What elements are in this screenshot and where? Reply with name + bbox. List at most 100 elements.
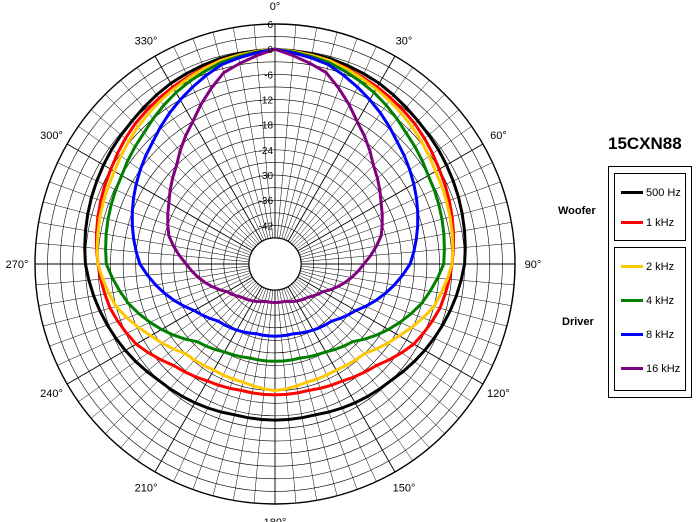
radial-tick-label: -36 xyxy=(259,196,274,207)
grid-spoke xyxy=(212,289,269,496)
legend-item-16khz: 16 kHz xyxy=(621,362,687,376)
grid-spoke xyxy=(300,270,507,327)
grid-spoke xyxy=(277,24,297,239)
grid-spoke xyxy=(49,181,251,256)
center-disc xyxy=(248,237,302,291)
legend-item-4khz: 4 kHz xyxy=(621,294,687,308)
grid-spoke xyxy=(298,162,493,254)
polar-labels: 0° 30° 60° 90° 120° 150° 180° 210° 240° 270° 300° 3… xyxy=(6,1,542,522)
grid-spoke xyxy=(277,289,297,504)
legend-swatch-16khz xyxy=(621,367,643,370)
series-curve-2khz xyxy=(95,47,455,393)
grid-spoke xyxy=(300,268,512,306)
radial-tick-label: -6 xyxy=(264,70,273,81)
grid-spoke xyxy=(66,276,253,385)
grid-spoke xyxy=(66,143,253,252)
legend-group-driver: 2 kHz 4 kHz 8 kHz 16 kHz xyxy=(614,247,686,391)
legend-swatch-8khz xyxy=(621,333,643,336)
angle-label: 330° xyxy=(135,36,158,48)
grid-spoke xyxy=(289,67,413,243)
grid-spoke xyxy=(293,282,445,434)
legend-group-woofer: 500 Hz 1 kHz xyxy=(614,173,686,241)
angle-label: 150° xyxy=(393,482,416,494)
grid-spoke xyxy=(35,266,250,286)
radial-tick-label: -24 xyxy=(259,146,274,157)
legend-label-16khz: 16 kHz xyxy=(646,363,681,375)
angle-label: 30° xyxy=(396,36,413,48)
legend-item-1khz: 1 kHz xyxy=(621,216,687,230)
grid-spoke xyxy=(105,94,257,246)
grid-spoke xyxy=(296,278,472,402)
series-curve-4khz xyxy=(104,47,446,363)
angle-label: 120° xyxy=(487,388,510,400)
grid-spoke xyxy=(137,67,261,243)
grid-spoke xyxy=(300,201,507,258)
grid-spoke xyxy=(137,285,261,461)
series-curve-1khz xyxy=(95,47,455,397)
radial-tick-label: -30 xyxy=(259,171,274,182)
legend-swatch-4khz xyxy=(621,299,643,302)
radial-tick-label: -12 xyxy=(259,96,274,107)
grid-spoke xyxy=(105,282,257,434)
legend-item-2khz: 2 kHz xyxy=(621,260,687,274)
grid-spoke xyxy=(300,266,515,286)
angle-label: 90° xyxy=(525,259,542,271)
legend-group-label-driver: Driver xyxy=(562,316,594,328)
legend: 500 Hz 1 kHz 2 kHz 4 kHz 8 kHz 16 kHz xyxy=(608,166,692,398)
legend-label-500hz: 500 Hz xyxy=(646,187,681,199)
grid-spoke xyxy=(38,268,250,306)
grid-spoke xyxy=(78,126,254,250)
angle-label: 180° xyxy=(264,517,287,522)
angle-label: 240° xyxy=(40,388,63,400)
grid-spoke xyxy=(38,222,250,260)
angle-label: 300° xyxy=(40,130,63,142)
legend-label-2khz: 2 kHz xyxy=(646,261,675,273)
legend-item-500hz: 500 Hz xyxy=(621,186,687,200)
grid-spoke xyxy=(300,242,515,262)
polar-chart: 0° 30° 60° 90° 120° 150° 180° 210° 240° 270° 300° 3… xyxy=(6,1,542,522)
polar-grid xyxy=(34,23,516,505)
grid-spoke xyxy=(43,201,250,258)
grid-spoke xyxy=(281,289,338,496)
grid-spoke xyxy=(289,285,413,461)
grid-spoke xyxy=(212,32,269,239)
grid-spoke xyxy=(297,143,484,252)
angle-label: 210° xyxy=(135,482,158,494)
legend-label-1khz: 1 kHz xyxy=(646,217,675,229)
grid-spoke xyxy=(299,272,501,347)
polar-curves xyxy=(83,47,467,422)
legend-group-label-woofer: Woofer xyxy=(558,205,596,217)
legend-label-4khz: 4 kHz xyxy=(646,295,675,307)
grid-spoke xyxy=(57,162,252,254)
grid-spoke xyxy=(120,283,259,449)
radial-tick-label: -42 xyxy=(259,221,274,232)
radial-tick-label: -18 xyxy=(259,121,274,132)
angle-label: 270° xyxy=(6,259,29,271)
grid-spoke xyxy=(49,272,251,347)
chart-title: 15CXN88 xyxy=(608,134,682,153)
series-curve-500hz xyxy=(83,47,467,422)
angle-label: 0° xyxy=(270,1,281,13)
grid-spoke xyxy=(279,289,317,501)
radial-tick-label: 6 xyxy=(267,20,273,31)
grid-spoke xyxy=(293,94,445,246)
grid-spoke xyxy=(291,283,430,449)
grid-spoke xyxy=(233,289,271,501)
series-curve-8khz xyxy=(130,47,420,338)
grid-spoke xyxy=(154,286,263,473)
legend-swatch-1khz xyxy=(621,221,643,224)
grid-spoke xyxy=(299,181,501,256)
legend-swatch-2khz xyxy=(621,265,643,268)
grid-spoke xyxy=(43,270,250,327)
grid-spoke xyxy=(287,286,396,473)
grid-spoke xyxy=(35,242,250,262)
grid-spoke xyxy=(297,276,484,385)
grid-spoke xyxy=(296,126,472,250)
angle-label: 60° xyxy=(490,130,507,142)
legend-item-8khz: 8 kHz xyxy=(621,328,687,342)
series-curve-16khz xyxy=(166,47,384,305)
grid-spoke xyxy=(300,222,512,260)
legend-label-8khz: 8 kHz xyxy=(646,329,675,341)
radial-tick-label: 0 xyxy=(267,45,273,56)
grid-spoke xyxy=(253,289,273,504)
